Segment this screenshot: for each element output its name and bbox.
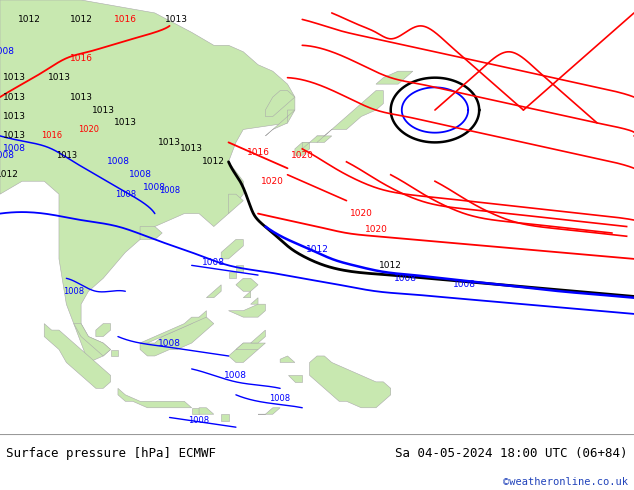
Polygon shape bbox=[287, 375, 302, 382]
Polygon shape bbox=[221, 414, 228, 421]
Text: 1008: 1008 bbox=[202, 258, 225, 267]
Text: 1008: 1008 bbox=[115, 190, 136, 198]
Polygon shape bbox=[74, 323, 110, 356]
Text: 1020: 1020 bbox=[365, 225, 387, 234]
Text: 1012: 1012 bbox=[70, 15, 93, 24]
Polygon shape bbox=[302, 91, 384, 149]
Polygon shape bbox=[376, 71, 413, 84]
Text: 1008: 1008 bbox=[0, 47, 15, 56]
Polygon shape bbox=[266, 91, 295, 117]
Text: 1008: 1008 bbox=[63, 287, 84, 296]
Polygon shape bbox=[44, 323, 110, 389]
Polygon shape bbox=[317, 136, 332, 143]
Polygon shape bbox=[118, 389, 191, 408]
Polygon shape bbox=[280, 356, 295, 363]
Polygon shape bbox=[140, 317, 214, 356]
Text: 1008: 1008 bbox=[129, 170, 152, 179]
Polygon shape bbox=[266, 110, 295, 136]
Text: 1012: 1012 bbox=[202, 157, 225, 166]
Text: 1020: 1020 bbox=[350, 209, 373, 218]
Text: 1013: 1013 bbox=[3, 73, 26, 82]
Polygon shape bbox=[228, 304, 266, 317]
Text: 1012: 1012 bbox=[0, 170, 19, 179]
Polygon shape bbox=[236, 266, 243, 272]
Text: 1016: 1016 bbox=[247, 147, 269, 157]
Text: 1013: 1013 bbox=[158, 138, 181, 147]
Text: Sa 04-05-2024 18:00 UTC (06+84): Sa 04-05-2024 18:00 UTC (06+84) bbox=[395, 447, 628, 460]
Text: 1013: 1013 bbox=[3, 131, 26, 141]
Polygon shape bbox=[228, 194, 243, 214]
Text: ©weatheronline.co.uk: ©weatheronline.co.uk bbox=[503, 477, 628, 487]
Polygon shape bbox=[0, 0, 295, 363]
Text: 1008: 1008 bbox=[453, 280, 476, 289]
Polygon shape bbox=[236, 278, 258, 291]
Text: 1008: 1008 bbox=[188, 416, 210, 425]
Polygon shape bbox=[258, 408, 280, 414]
Text: 1008: 1008 bbox=[143, 183, 166, 192]
Polygon shape bbox=[295, 143, 309, 155]
Text: 1013: 1013 bbox=[180, 145, 203, 153]
Text: 1016: 1016 bbox=[70, 54, 93, 63]
Polygon shape bbox=[140, 311, 207, 343]
Polygon shape bbox=[228, 343, 258, 363]
Polygon shape bbox=[228, 272, 236, 278]
Text: Surface pressure [hPa] ECMWF: Surface pressure [hPa] ECMWF bbox=[6, 447, 216, 460]
Polygon shape bbox=[221, 240, 243, 259]
Text: 1012: 1012 bbox=[379, 261, 402, 270]
Text: 1012: 1012 bbox=[306, 245, 328, 254]
Polygon shape bbox=[110, 349, 118, 356]
Text: 1013: 1013 bbox=[3, 93, 26, 101]
Text: 1013: 1013 bbox=[48, 73, 70, 82]
Text: 1008: 1008 bbox=[3, 145, 26, 153]
Text: 1008: 1008 bbox=[394, 274, 417, 283]
Text: 1016: 1016 bbox=[41, 131, 62, 141]
Text: 1013: 1013 bbox=[92, 105, 115, 115]
Text: 1008: 1008 bbox=[269, 393, 291, 403]
Text: 1020: 1020 bbox=[78, 125, 99, 134]
Polygon shape bbox=[243, 291, 250, 298]
Polygon shape bbox=[96, 323, 110, 337]
Text: 1013: 1013 bbox=[70, 93, 93, 101]
Polygon shape bbox=[309, 356, 391, 408]
Text: 1008: 1008 bbox=[224, 371, 247, 380]
Polygon shape bbox=[191, 408, 199, 414]
Text: 1008: 1008 bbox=[159, 186, 180, 196]
Text: 1012: 1012 bbox=[18, 15, 41, 24]
Text: 1008: 1008 bbox=[0, 151, 15, 160]
Polygon shape bbox=[250, 330, 266, 343]
Text: 1020: 1020 bbox=[291, 151, 314, 160]
Polygon shape bbox=[207, 285, 221, 298]
Polygon shape bbox=[140, 226, 162, 240]
Polygon shape bbox=[199, 408, 214, 414]
Text: 1013: 1013 bbox=[56, 151, 77, 160]
Text: 1016: 1016 bbox=[114, 15, 137, 24]
Text: 1013: 1013 bbox=[3, 112, 26, 121]
Text: 1013: 1013 bbox=[114, 119, 137, 127]
Polygon shape bbox=[236, 343, 266, 349]
Polygon shape bbox=[250, 298, 258, 304]
Text: 1008: 1008 bbox=[107, 157, 129, 166]
Text: 1008: 1008 bbox=[158, 339, 181, 347]
Text: 1013: 1013 bbox=[165, 15, 188, 24]
Text: 1020: 1020 bbox=[261, 177, 284, 186]
